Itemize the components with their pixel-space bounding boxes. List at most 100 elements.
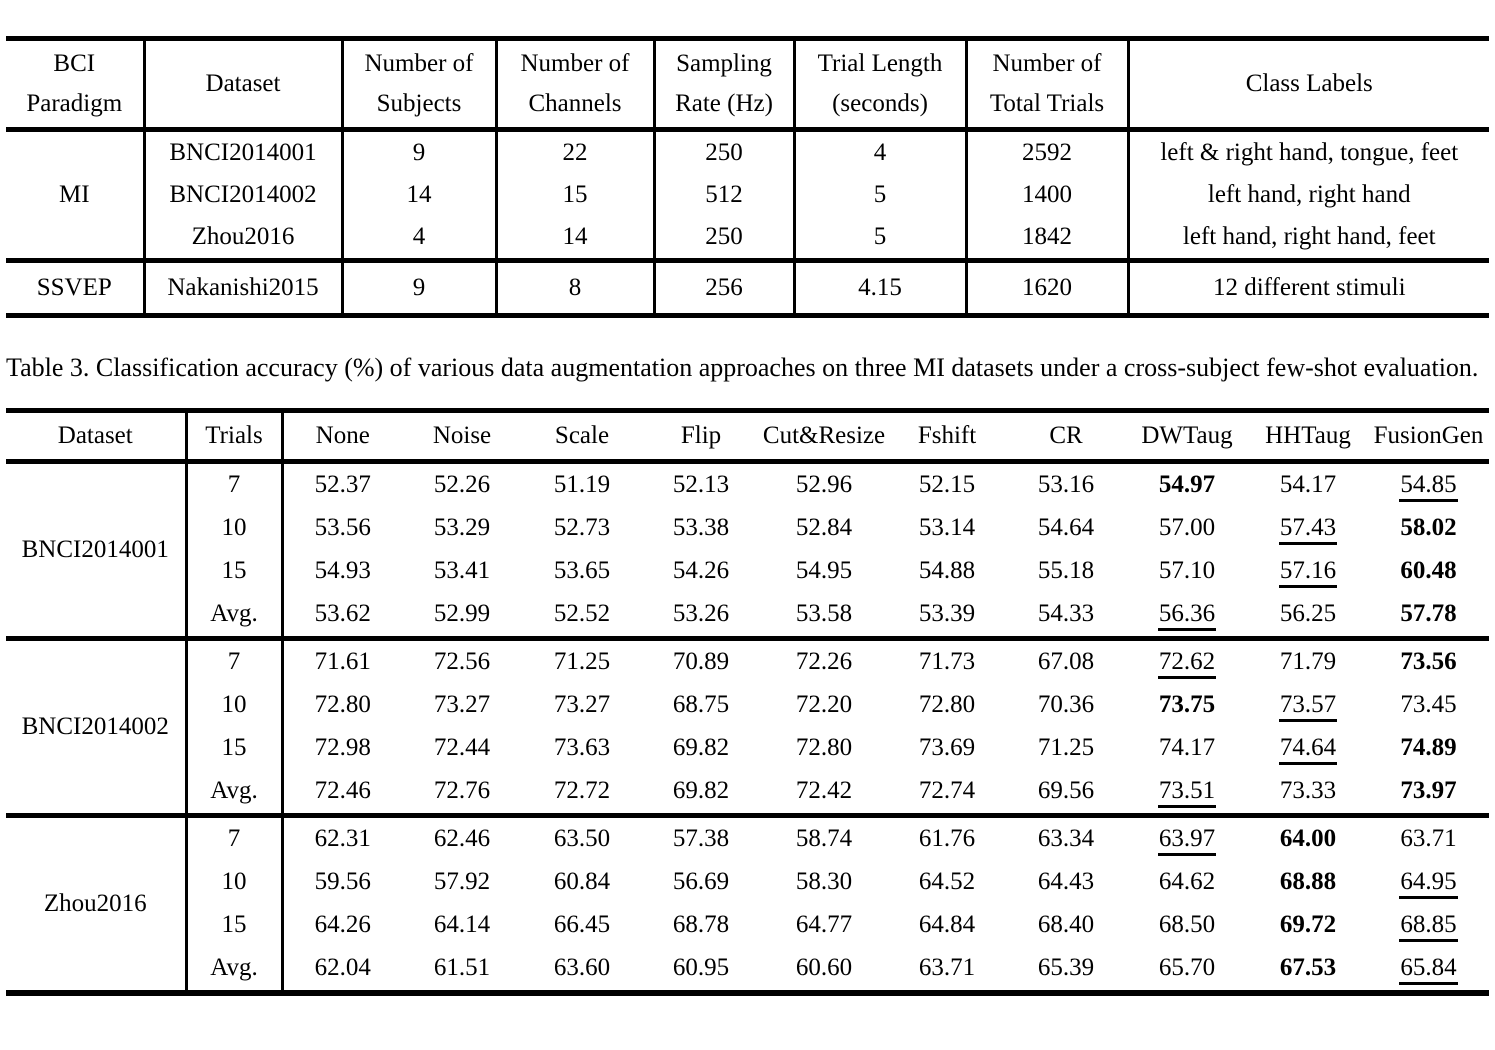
dataset-cell: Zhou2016: [144, 216, 344, 261]
accuracy-value: 64.14: [433, 911, 491, 939]
accuracy-value: 54.88: [918, 557, 976, 585]
trials-cell: Avg.: [186, 592, 284, 639]
accuracy-value: 54.85: [1399, 471, 1458, 503]
accuracy-value: 53.65: [553, 557, 611, 585]
trials-cell: 7: [186, 815, 284, 861]
accuracy-cell: 73.45: [1368, 684, 1489, 727]
accuracy-cell: 65.70: [1126, 947, 1248, 993]
accuracy-value: 68.40: [1037, 911, 1095, 939]
accuracy-value: 71.25: [1037, 734, 1095, 762]
accuracy-value: 73.63: [553, 734, 611, 762]
total-trials-cell: 1400: [966, 174, 1130, 216]
accuracy-value: 64.26: [314, 911, 371, 939]
dataset-cell: Nakanishi2015: [144, 260, 344, 316]
accuracy-value: 64.84: [918, 911, 976, 939]
table-caption: Table 3. Classification accuracy (%) of …: [6, 353, 1479, 382]
accuracy-cell: 53.58: [760, 593, 888, 639]
accuracy-cell: 64.52: [888, 861, 1006, 904]
accuracy-value: 53.16: [1037, 471, 1095, 499]
accuracy-cell: 64.26: [282, 904, 402, 947]
accuracy-value: 52.99: [433, 600, 491, 628]
accuracy-cell: 53.29: [402, 507, 522, 550]
accuracy-cell: 52.37: [282, 461, 402, 507]
accuracy-cell: 67.08: [1006, 638, 1126, 684]
accuracy-value: 64.95: [1399, 868, 1458, 900]
accuracy-cell: 74.17: [1126, 727, 1248, 770]
trials-cell: 15: [186, 726, 284, 770]
column-header: Number of Total Trials: [966, 38, 1130, 130]
accuracy-cell: 57.00: [1126, 507, 1248, 550]
accuracy-cell: 72.98: [282, 727, 402, 770]
accuracy-cell: 71.79: [1248, 638, 1368, 684]
accuracy-value: 56.36: [1157, 600, 1217, 632]
accuracy-value: 65.70: [1158, 954, 1216, 982]
accuracy-cell: 56.36: [1126, 593, 1248, 639]
accuracy-cell: 58.02: [1368, 507, 1489, 550]
accuracy-value: 58.30: [795, 868, 853, 896]
accuracy-cell: 69.72: [1248, 904, 1368, 947]
accuracy-cell: 66.45: [522, 904, 642, 947]
datasets-table: BCI Paradigm Dataset Number of Subjects Numbe…: [6, 36, 1489, 318]
accuracy-cell: 53.26: [642, 593, 760, 639]
accuracy-value: 72.62: [1157, 648, 1217, 680]
accuracy-value: 56.25: [1279, 600, 1337, 628]
accuracy-value: 60.95: [672, 954, 730, 982]
accuracy-cell: 68.50: [1126, 904, 1248, 947]
accuracy-value: 53.41: [433, 557, 491, 585]
accuracy-value: 74.17: [1158, 734, 1216, 762]
accuracy-cell: 72.72: [522, 770, 642, 816]
accuracy-value: 67.53: [1279, 954, 1337, 982]
total-trials-cell: 1620: [966, 260, 1130, 316]
accuracy-value: 52.15: [918, 471, 976, 499]
accuracy-cell: 52.13: [642, 461, 760, 507]
accuracy-value: 57.00: [1158, 514, 1216, 542]
accuracy-value: 63.97: [1157, 825, 1217, 857]
accuracy-row: BNCI2014001 7 52.37 52.26 51.19 52.13 52.96 52.…: [6, 461, 1489, 639]
accuracy-value: 66.45: [553, 911, 611, 939]
accuracy-cell: 53.16: [1006, 461, 1126, 507]
accuracy-value: 68.75: [672, 691, 730, 719]
accuracy-value: 60.84: [553, 868, 611, 896]
accuracy-value: 60.48: [1400, 557, 1457, 585]
accuracy-value: 61.76: [918, 825, 976, 853]
accuracy-cell: 74.89: [1368, 727, 1489, 770]
accuracy-cell: 64.62: [1126, 861, 1248, 904]
accuracy-cell: 63.34: [1006, 815, 1126, 861]
accuracy-value: 70.89: [672, 648, 730, 676]
accuracy-value: 73.97: [1400, 777, 1457, 805]
accuracy-value: 69.82: [672, 734, 730, 762]
accuracy-value: 52.52: [553, 600, 611, 628]
column-header-line: Sampling: [676, 50, 772, 77]
accuracy-cell: 52.96: [760, 461, 888, 507]
subjects-cell: 4: [342, 216, 498, 261]
accuracy-cell: 63.97: [1126, 815, 1248, 861]
accuracy-cell: 64.43: [1006, 861, 1126, 904]
total-trials-cell: 2592: [966, 129, 1130, 174]
accuracy-cell: 54.88: [888, 550, 1006, 593]
accuracy-value: 72.74: [918, 777, 976, 805]
accuracy-cell: 53.41: [402, 550, 522, 593]
class-labels-cell: left hand, right hand: [1207, 181, 1411, 208]
column-header-line: Number of: [520, 50, 630, 77]
channels-cell: 22: [496, 129, 656, 174]
accuracy-value: 72.80: [795, 734, 853, 762]
accuracy-cell: 54.17: [1248, 461, 1368, 507]
accuracy-row: Avg. 53.62 52.99 52.52 53.26 53.58 53.39 54.33 5…: [6, 592, 1489, 639]
accuracy-cell: 57.16: [1248, 550, 1368, 593]
accuracy-value: 68.88: [1279, 868, 1337, 896]
trials-cell: Avg.: [186, 769, 284, 816]
accuracy-cell: 61.51: [402, 947, 522, 993]
accuracy-value: 54.33: [1037, 600, 1095, 628]
column-header: Dataset: [6, 410, 188, 462]
accuracy-cell: 55.18: [1006, 550, 1126, 593]
accuracy-cell: 69.56: [1006, 770, 1126, 816]
accuracy-cell: 52.84: [760, 507, 888, 550]
accuracy-value: 69.82: [672, 777, 730, 805]
rate-cell: 250: [654, 216, 796, 261]
accuracy-cell: 52.26: [402, 461, 522, 507]
accuracy-cell: 57.10: [1126, 550, 1248, 593]
accuracy-value: 53.14: [918, 514, 976, 542]
dataset-cell: BNCI2014002: [144, 174, 344, 216]
accuracy-row: 15 72.98 72.44 73.63 69.82 72.80 73.69 71.25 74.…: [6, 726, 1489, 770]
accuracy-cell: 72.80: [888, 684, 1006, 727]
